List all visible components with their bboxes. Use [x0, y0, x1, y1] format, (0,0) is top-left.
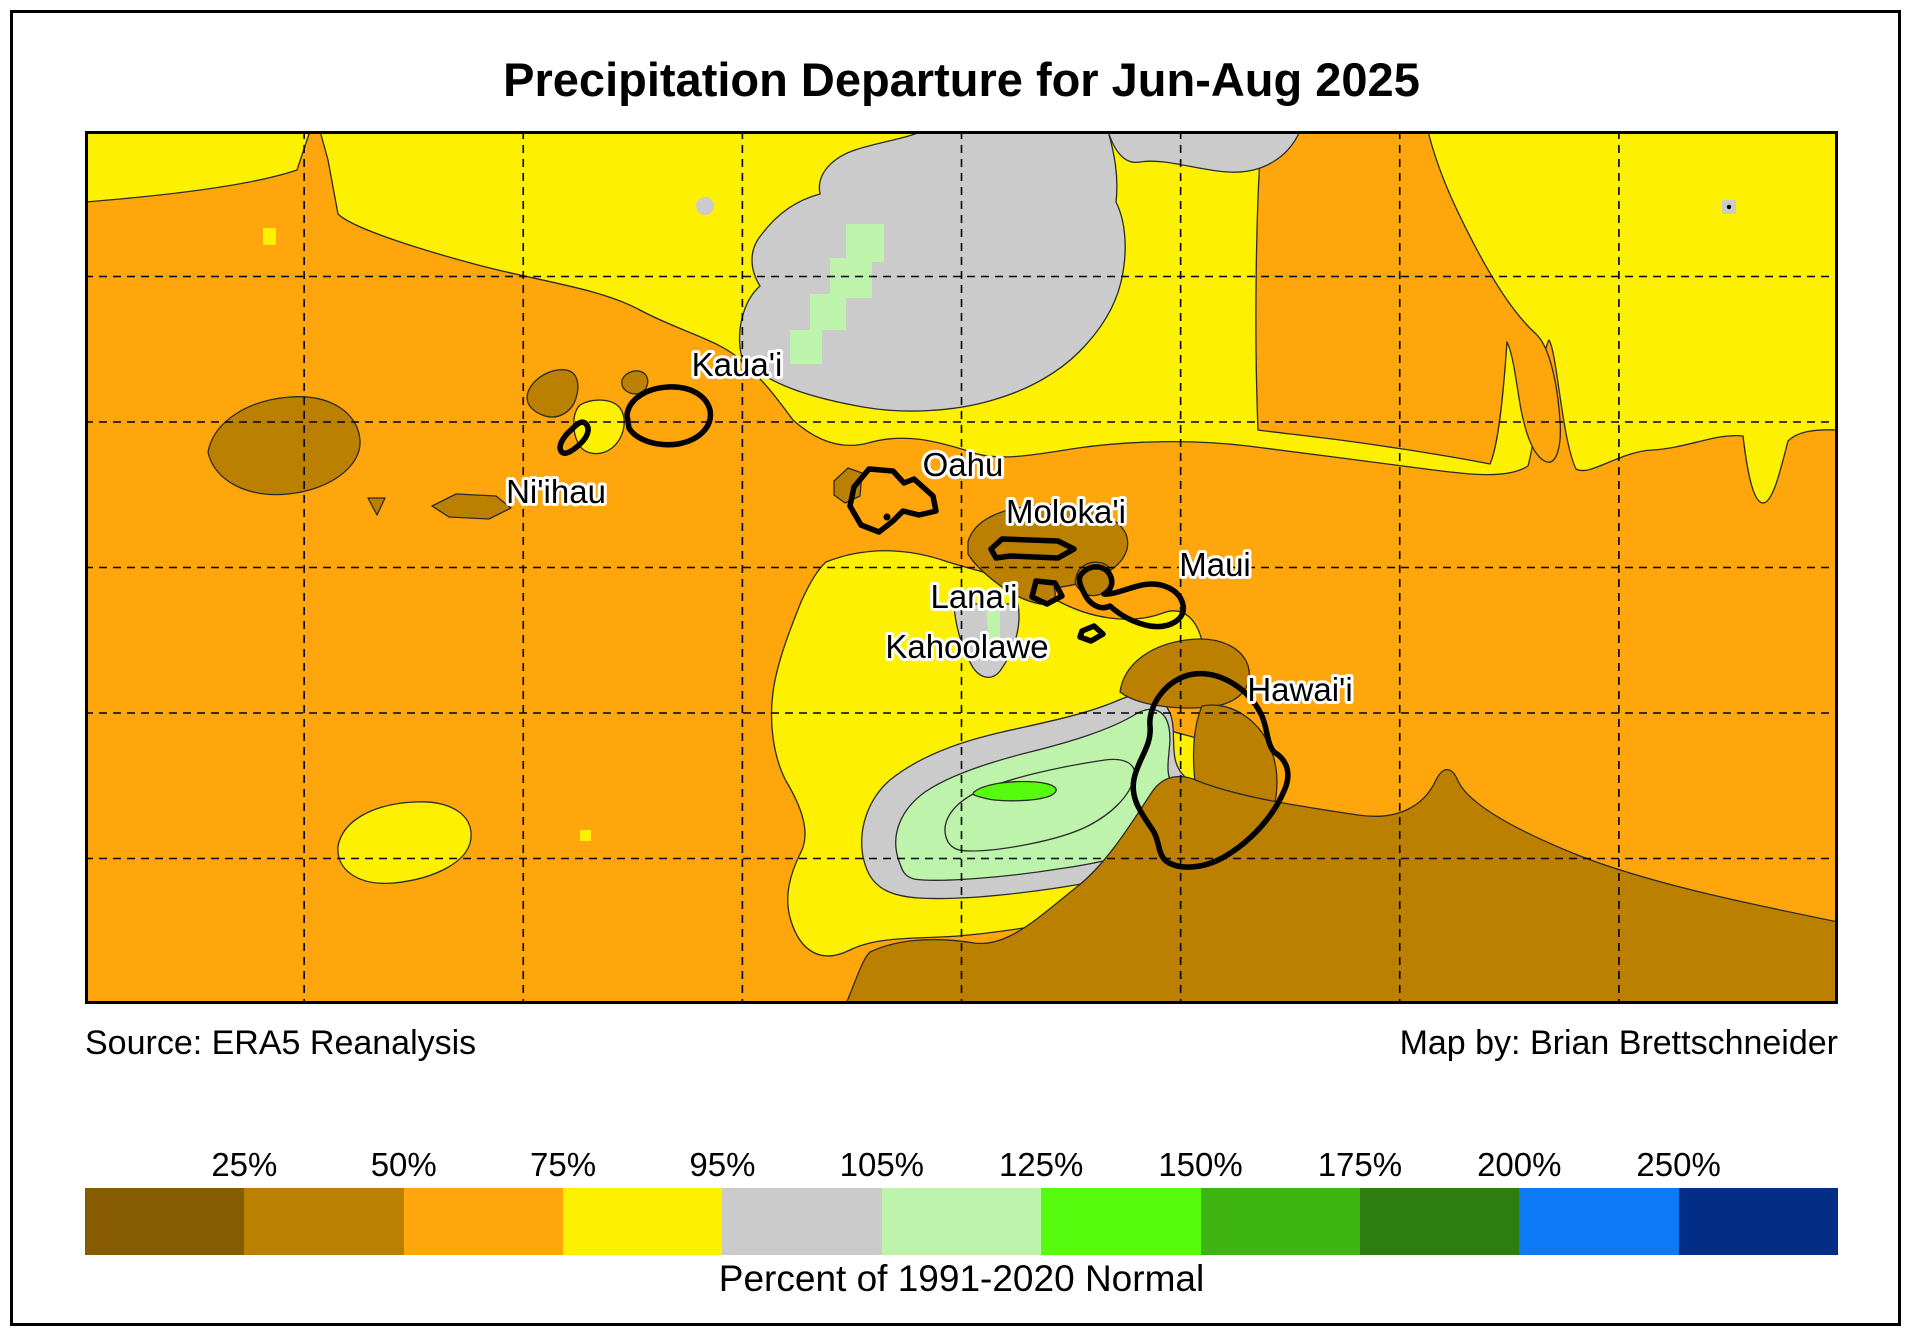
region-gray-small-dot	[696, 197, 714, 215]
page-title: Precipitation Departure for Jun-Aug 2025	[503, 53, 1420, 106]
kauai-outline	[624, 384, 714, 448]
oahu-outline	[847, 466, 939, 535]
island-label-oahu: Oahu	[923, 446, 1004, 483]
legend-tick-175%: 175%	[1317, 1146, 1403, 1183]
legend-tick-95%: 95%	[689, 1146, 756, 1183]
island-label-lanai: Lana'i	[930, 578, 1017, 615]
region-gray-north-blob	[738, 131, 1126, 412]
legend-tick-50%: 50%	[370, 1146, 437, 1183]
island-label-maui: Maui	[1179, 546, 1251, 583]
region-gray-tongue	[953, 603, 1020, 678]
region-brown-kauai-ne	[621, 370, 649, 395]
region-brown-small-bar	[431, 493, 512, 520]
niihau-outline	[557, 419, 591, 456]
legend-tick-labels: 25% 50% 75% 95% 105% 125% 150% 175% 200% 250%	[85, 1146, 1838, 1184]
legend-color-box-8	[1359, 1188, 1520, 1255]
island-label-niihau: Ni'ihau	[506, 473, 606, 510]
island-label-molokai: Moloka'i	[1006, 493, 1126, 530]
legend-tick-200%: 200%	[1477, 1146, 1562, 1183]
region-brightgreen-core	[972, 780, 1057, 802]
region-yellow-bottomleft	[337, 801, 472, 884]
legend-color-box-7	[1200, 1188, 1360, 1255]
molokai-outline	[988, 536, 1077, 561]
legend-tick-150%: 150%	[1158, 1146, 1243, 1183]
kahoolawe-outline	[1077, 623, 1106, 644]
graticule	[85, 131, 1838, 1004]
legend-color-box-6	[1041, 1188, 1201, 1255]
legend-color-box-2	[403, 1188, 564, 1255]
legend-title: Percent of 1991-2020 Normal	[718, 1258, 1205, 1299]
region-yellow-topleft	[85, 131, 311, 203]
legend-tick-105%: 105%	[839, 1146, 925, 1183]
legend-tick-25%: 25%	[211, 1146, 278, 1183]
region-brown-bottomright	[845, 768, 1838, 1004]
map-border	[85, 131, 1838, 1004]
legend-color-box-4	[722, 1188, 882, 1255]
island-label-hawaii: Hawai'i	[1247, 671, 1352, 708]
maui-outline	[1076, 564, 1187, 630]
region-orange-top-wedge	[1255, 131, 1562, 465]
legend-tick-75%: 75%	[530, 1146, 597, 1183]
credit-text: Map by: Brian Brettschneider	[1399, 1024, 1838, 1062]
oahu-dot	[883, 513, 891, 521]
source-text: Source: ERA5 Reanalysis	[85, 1024, 477, 1062]
speckle-yellow-2	[580, 830, 591, 841]
region-brown-left	[207, 396, 361, 496]
legend-color-box-10	[1678, 1188, 1838, 1255]
region-brown-kauai-nw	[526, 369, 579, 418]
region-gray-top-pennant	[1107, 131, 1301, 173]
region-brown-small-v	[367, 497, 386, 516]
legend-color-box-9	[1519, 1188, 1679, 1255]
region-green-sliver	[986, 607, 1000, 640]
speckle-yellow-1	[263, 228, 276, 245]
hawaii-outline	[1130, 670, 1291, 870]
region-lightgreen-north-patch	[790, 224, 884, 364]
legend-color-bar	[85, 1188, 1838, 1255]
speckle-gray-dot	[1726, 204, 1732, 210]
island-label-kauai: Kaua'i	[692, 346, 783, 383]
island-label-kahoolawe: Kahoolawe	[885, 628, 1048, 665]
legend-color-box-0	[85, 1188, 245, 1255]
legend-tick-250%: 250%	[1636, 1146, 1721, 1183]
legend-color-box-3	[563, 1188, 723, 1255]
lanai-outline	[1029, 578, 1065, 607]
legend-tick-125%: 125%	[998, 1146, 1084, 1183]
legend-color-box-5	[881, 1188, 1042, 1255]
legend-color-box-1	[244, 1188, 404, 1255]
